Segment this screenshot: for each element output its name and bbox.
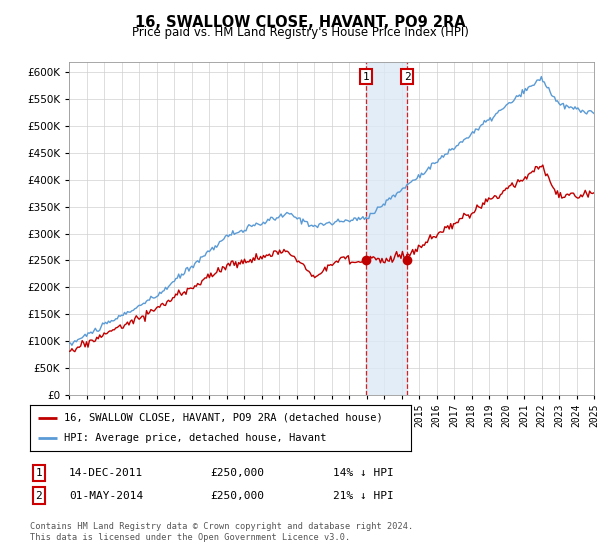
Text: 1: 1	[35, 468, 43, 478]
Text: 16, SWALLOW CLOSE, HAVANT, PO9 2RA (detached house): 16, SWALLOW CLOSE, HAVANT, PO9 2RA (deta…	[64, 413, 383, 423]
Text: 14% ↓ HPI: 14% ↓ HPI	[333, 468, 394, 478]
Text: 2: 2	[404, 72, 411, 82]
Text: This data is licensed under the Open Government Licence v3.0.: This data is licensed under the Open Gov…	[30, 533, 350, 542]
Text: Price paid vs. HM Land Registry's House Price Index (HPI): Price paid vs. HM Land Registry's House …	[131, 26, 469, 39]
Text: 21% ↓ HPI: 21% ↓ HPI	[333, 491, 394, 501]
Text: 1: 1	[362, 72, 369, 82]
Bar	[366, 62, 407, 395]
Text: £250,000: £250,000	[210, 491, 264, 501]
Text: £250,000: £250,000	[210, 468, 264, 478]
Text: HPI: Average price, detached house, Havant: HPI: Average price, detached house, Hava…	[64, 433, 327, 444]
Text: 01-MAY-2014: 01-MAY-2014	[69, 491, 143, 501]
Text: Contains HM Land Registry data © Crown copyright and database right 2024.: Contains HM Land Registry data © Crown c…	[30, 522, 413, 531]
Text: 2: 2	[35, 491, 43, 501]
Text: 14-DEC-2011: 14-DEC-2011	[69, 468, 143, 478]
Text: 16, SWALLOW CLOSE, HAVANT, PO9 2RA: 16, SWALLOW CLOSE, HAVANT, PO9 2RA	[134, 15, 466, 30]
